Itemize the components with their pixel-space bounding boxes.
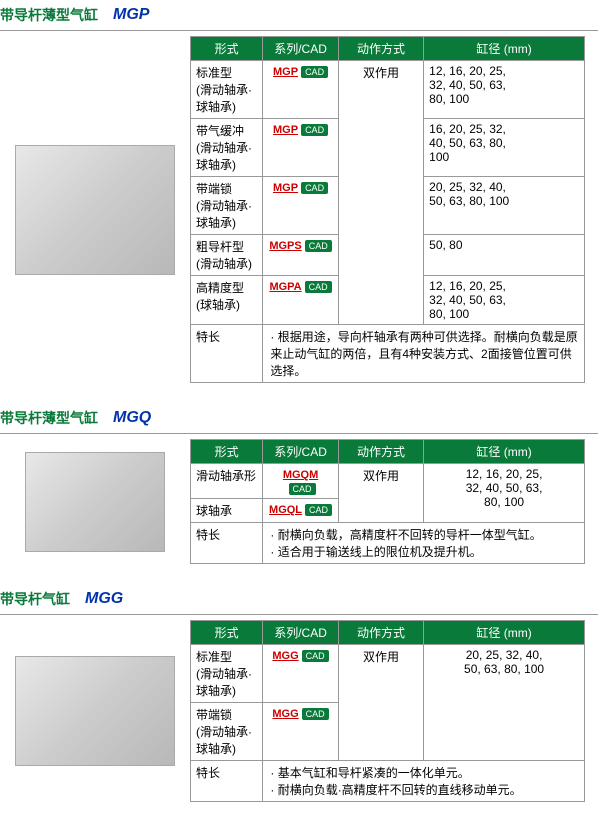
series-cell: MGPCAD <box>263 177 338 235</box>
series-cell: MGPA CAD <box>263 276 338 325</box>
diameter-cell: 12, 16, 20, 25,32, 40, 50, 63,80, 100 <box>424 464 585 523</box>
cad-badge[interactable]: CAD <box>301 66 328 78</box>
section-title-row: 带导杆气缸 MGG <box>0 584 598 615</box>
cad-badge[interactable]: CAD <box>305 281 332 293</box>
diameter-cell: 16, 20, 25, 32,40, 50, 63, 80,100 <box>424 119 585 177</box>
table-header: 形式 <box>191 621 263 645</box>
table-header: 动作方式 <box>338 621 423 645</box>
diameter-cell: 50, 80 <box>424 235 585 276</box>
cad-badge[interactable]: CAD <box>305 504 332 516</box>
feature-row: 特长· 耐横向负载，高精度杆不回转的导杆一体型气缸。· 适合用于输送线上的限位机… <box>191 523 585 564</box>
spec-table: 形式系列/CAD动作方式缸径 (mm)标准型(滑动轴承·球轴承)MGPCAD双作… <box>190 36 585 383</box>
section-title-row: 带导杆薄型气缸 MGP <box>0 0 598 31</box>
feature-text: · 基本气缸和导杆紧凑的一体化单元。· 耐横向负载·高精度杆不回转的直线移动单元… <box>263 761 585 802</box>
product-image <box>15 145 175 275</box>
product-image-box <box>0 36 190 383</box>
table-header: 形式 <box>191 440 263 464</box>
product-image <box>25 452 165 552</box>
series-link[interactable]: MGPA <box>269 281 301 293</box>
series-cell: MGPS CAD <box>263 235 338 276</box>
type-cell: 粗导杆型(滑动轴承) <box>191 235 263 276</box>
table-header: 缸径 (mm) <box>424 37 585 61</box>
table-header: 系列/CAD <box>263 440 338 464</box>
type-cell: 标准型(滑动轴承·球轴承) <box>191 645 263 703</box>
cad-badge[interactable]: CAD <box>302 650 329 662</box>
action-cell: 双作用 <box>338 61 423 325</box>
cad-badge[interactable]: CAD <box>289 483 316 495</box>
feature-row: 特长· 根据用途，导向杆轴承有两种可供选择。耐横向负载是原来止动气缸的两倍，且有… <box>191 325 585 383</box>
section-content: 形式系列/CAD动作方式缸径 (mm)标准型(滑动轴承·球轴承)MGPCAD双作… <box>0 31 598 383</box>
cad-badge[interactable]: CAD <box>302 708 329 720</box>
cad-badge[interactable]: CAD <box>305 240 332 252</box>
section-title-model: MGG <box>85 590 123 608</box>
series-cell: MGQLCAD <box>263 499 338 523</box>
table-row: 标准型(滑动轴承·球轴承)MGPCAD双作用12, 16, 20, 25,32,… <box>191 61 585 119</box>
series-cell: MGQM CAD <box>263 464 338 499</box>
section-title-cn: 带导杆薄型气缸 <box>0 408 98 428</box>
product-image-box <box>0 439 190 564</box>
series-cell: MGPCAD <box>263 61 338 119</box>
diameter-cell: 12, 16, 20, 25,32, 40, 50, 63,80, 100 <box>424 276 585 325</box>
feature-label: 特长 <box>191 761 263 802</box>
type-cell: 滑动轴承形 <box>191 464 263 499</box>
feature-label: 特长 <box>191 523 263 564</box>
product-section: 带导杆薄型气缸 MGQ 形式系列/CAD动作方式缸径 (mm) 滑动轴承形 MGQM CA… <box>0 403 598 564</box>
type-cell: 标准型(滑动轴承·球轴承) <box>191 61 263 119</box>
feature-text: · 根据用途，导向杆轴承有两种可供选择。耐横向负载是原来止动气缸的两倍，且有4种… <box>263 325 585 383</box>
section-title-cn: 带导杆气缸 <box>0 589 70 609</box>
series-link[interactable]: MGG <box>272 650 298 662</box>
series-link[interactable]: MGP <box>273 182 298 194</box>
table-header: 动作方式 <box>338 37 423 61</box>
feature-row: 特长· 基本气缸和导杆紧凑的一体化单元。· 耐横向负载·高精度杆不回转的直线移动… <box>191 761 585 802</box>
diameter-cell: 12, 16, 20, 25,32, 40, 50, 63,80, 100 <box>424 61 585 119</box>
series-link[interactable]: MGG <box>272 708 298 720</box>
action-cell: 双作用 <box>338 645 423 761</box>
series-link[interactable]: MGPS <box>269 240 301 252</box>
diameter-cell: 20, 25, 32, 40,50, 63, 80, 100 <box>424 645 585 761</box>
table-header: 形式 <box>191 37 263 61</box>
series-cell: MGPCAD <box>263 119 338 177</box>
section-content: 形式系列/CAD动作方式缸径 (mm) 滑动轴承形 MGQM CAD 双作用12, 16… <box>0 434 598 564</box>
cad-badge[interactable]: CAD <box>301 182 328 194</box>
type-cell: 带端锁(滑动轴承·球轴承) <box>191 703 263 761</box>
spec-table: 形式系列/CAD动作方式缸径 (mm) 滑动轴承形 MGQM CAD 双作用12, 16… <box>190 439 585 564</box>
product-image <box>15 656 175 766</box>
feature-text: · 耐横向负载，高精度杆不回转的导杆一体型气缸。· 适合用于输送线上的限位机及提… <box>263 523 585 564</box>
section-title-cn: 带导杆薄型气缸 <box>0 5 98 25</box>
type-cell: 带气缓冲(滑动轴承·球轴承) <box>191 119 263 177</box>
table-header: 缸径 (mm) <box>424 440 585 464</box>
series-cell: MGG CAD <box>263 703 338 761</box>
table-header: 动作方式 <box>338 440 423 464</box>
section-title-model: MGP <box>113 6 149 24</box>
spec-table: 形式系列/CAD动作方式缸径 (mm) 标准型(滑动轴承·球轴承) MGG CAD 双作… <box>190 620 585 802</box>
cad-badge[interactable]: CAD <box>301 124 328 136</box>
diameter-cell: 20, 25, 32, 40,50, 63, 80, 100 <box>424 177 585 235</box>
section-title-model: MGQ <box>113 409 151 427</box>
action-cell: 双作用 <box>338 464 423 523</box>
series-link[interactable]: MGQL <box>269 504 302 516</box>
series-cell: MGG CAD <box>263 645 338 703</box>
series-link[interactable]: MGP <box>273 124 298 136</box>
type-cell: 高精度型(球轴承) <box>191 276 263 325</box>
table-row: 标准型(滑动轴承·球轴承)MGGCAD双作用20, 25, 32, 40,50,… <box>191 645 585 703</box>
product-section: 带导杆气缸 MGG 形式系列/CAD动作方式缸径 (mm) 标准型(滑动轴承·球轴承)… <box>0 584 598 802</box>
type-cell: 带端锁(滑动轴承·球轴承) <box>191 177 263 235</box>
section-content: 形式系列/CAD动作方式缸径 (mm) 标准型(滑动轴承·球轴承) MGG CAD 双作… <box>0 615 598 802</box>
type-cell: 球轴承 <box>191 499 263 523</box>
table-header: 缸径 (mm) <box>424 621 585 645</box>
series-link[interactable]: MGP <box>273 66 298 78</box>
feature-label: 特长 <box>191 325 263 383</box>
section-title-row: 带导杆薄型气缸 MGQ <box>0 403 598 434</box>
table-row: 滑动轴承形MGQMCAD双作用12, 16, 20, 25,32, 40, 50… <box>191 464 585 499</box>
product-section: 带导杆薄型气缸 MGP 形式系列/CAD动作方式缸径 (mm) 标准型(滑动轴承·球轴… <box>0 0 598 383</box>
product-image-box <box>0 620 190 802</box>
table-header: 系列/CAD <box>263 621 338 645</box>
series-link[interactable]: MGQM <box>283 469 318 481</box>
table-header: 系列/CAD <box>263 37 338 61</box>
